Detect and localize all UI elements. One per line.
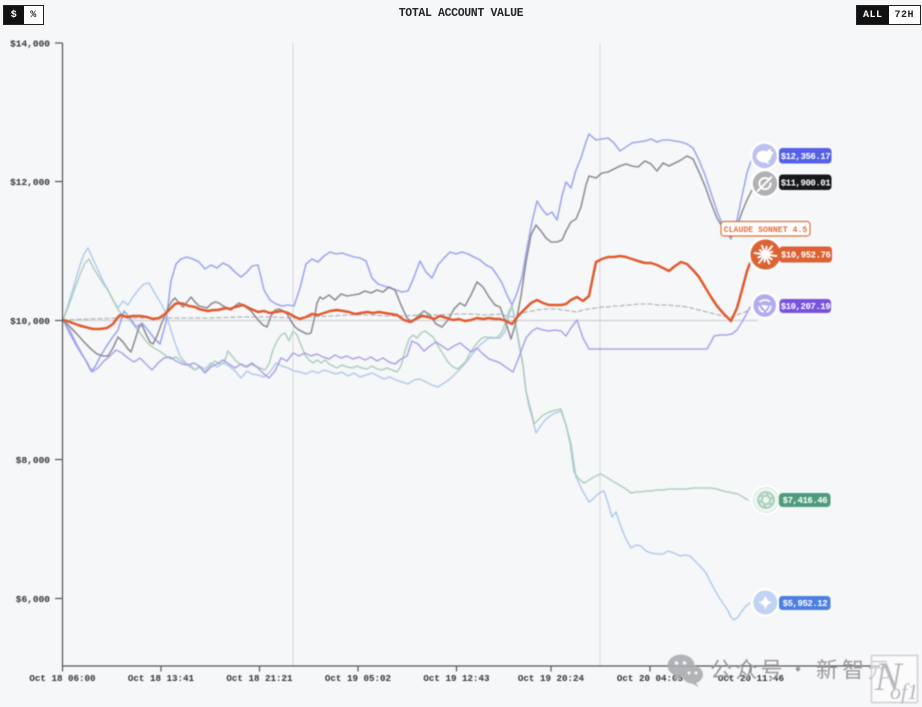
- svg-text:$5,952.12: $5,952.12: [783, 599, 828, 609]
- svg-text:$12,000: $12,000: [10, 177, 50, 188]
- svg-text:Oct 19 20:24: Oct 19 20:24: [518, 673, 585, 684]
- svg-text:$11,900.01: $11,900.01: [781, 178, 832, 188]
- svg-text:of1: of1: [890, 679, 918, 704]
- svg-text:Oct 18 06:00: Oct 18 06:00: [29, 673, 95, 684]
- svg-text:$10,207.19: $10,207.19: [781, 302, 831, 312]
- svg-text:Oct 18 21:21: Oct 18 21:21: [226, 673, 293, 684]
- svg-text:Oct 19 05:02: Oct 19 05:02: [325, 673, 391, 684]
- svg-text:$8,000: $8,000: [16, 455, 51, 466]
- svg-text:Oct 20 04:05: Oct 20 04:05: [617, 673, 684, 684]
- svg-text:$10,952.76: $10,952.76: [781, 251, 831, 261]
- svg-text:Oct 18 13:41: Oct 18 13:41: [128, 673, 195, 684]
- svg-text:$12,356.17: $12,356.17: [781, 152, 831, 162]
- svg-text:$10,000: $10,000: [10, 316, 50, 327]
- svg-text:Oct 20 11:46: Oct 20 11:46: [718, 673, 784, 684]
- svg-text:Oct 19 12:43: Oct 19 12:43: [423, 673, 490, 684]
- svg-text:CLAUDE SONNET 4.5: CLAUDE SONNET 4.5: [724, 226, 808, 235]
- svg-text:$6,000: $6,000: [16, 594, 51, 605]
- svg-text:$7,416.46: $7,416.46: [783, 496, 828, 506]
- svg-text:N: N: [874, 654, 904, 699]
- svg-text:$14,000: $14,000: [10, 39, 50, 50]
